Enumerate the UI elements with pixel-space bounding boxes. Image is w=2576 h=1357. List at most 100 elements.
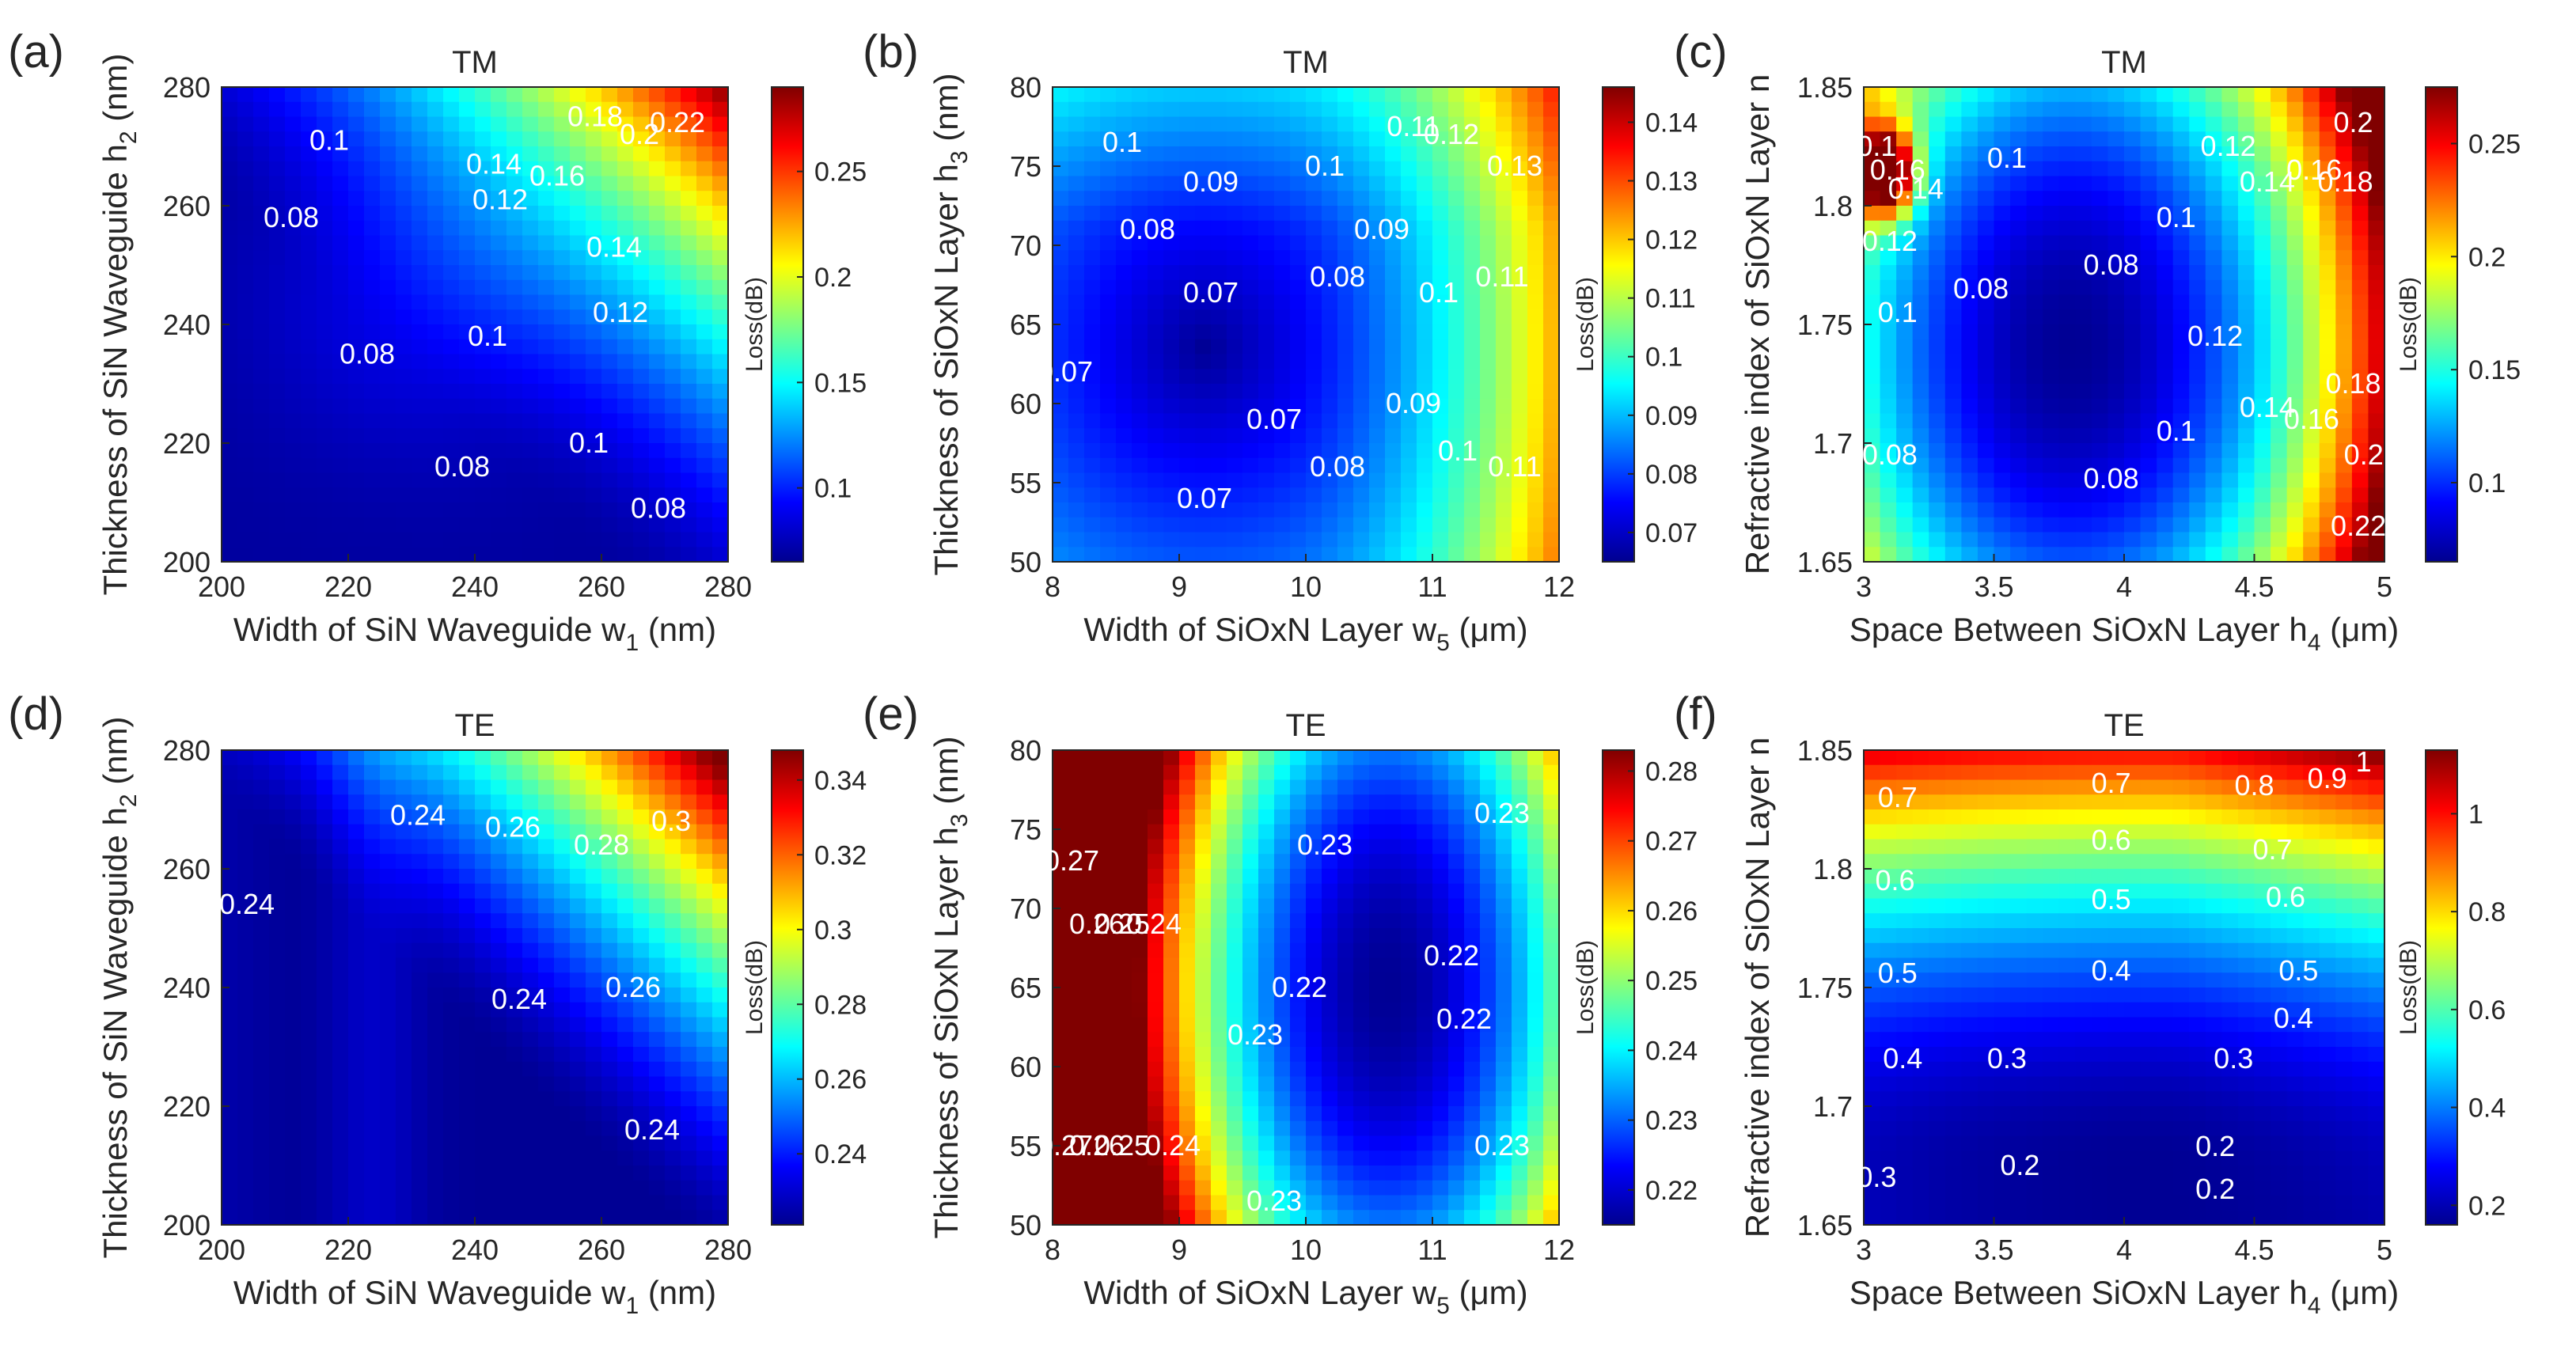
heatmap-cell — [332, 413, 349, 429]
heatmap-cell — [681, 235, 697, 251]
heatmap-cell — [2010, 472, 2028, 488]
heatmap-cell — [253, 413, 270, 429]
heatmap-cell — [712, 987, 729, 1003]
heatmap-cell — [1100, 1017, 1117, 1033]
heatmap-cell — [459, 384, 476, 400]
heatmap-cell — [2221, 250, 2239, 266]
heatmap-cell — [633, 1032, 650, 1048]
heatmap-cell — [1195, 220, 1212, 237]
heatmap-cell — [222, 764, 238, 781]
colorbar — [771, 749, 804, 1226]
heatmap-cell — [2221, 87, 2239, 103]
heatmap-cell — [1053, 279, 1069, 296]
heatmap-cell — [364, 809, 381, 825]
heatmap-cell — [285, 1076, 302, 1092]
heatmap-cell — [380, 161, 396, 177]
heatmap-cell — [1401, 131, 1417, 147]
heatmap-cell — [317, 1076, 333, 1092]
heatmap-cell — [617, 443, 634, 459]
heatmap-cell — [2205, 472, 2222, 488]
heatmap-cell — [665, 1091, 681, 1107]
heatmap-cell — [2075, 309, 2092, 325]
heatmap-cell — [1512, 794, 1528, 810]
heatmap-cell — [427, 794, 444, 810]
heatmap-cell — [2075, 413, 2092, 429]
heatmap-cell — [1417, 1032, 1433, 1048]
heatmap-cell — [1543, 472, 1560, 488]
heatmap-cell — [1369, 779, 1386, 795]
heatmap-cell — [1480, 116, 1497, 132]
heatmap-cell — [696, 131, 713, 147]
heatmap-cell — [665, 1195, 681, 1211]
heatmap-cell — [1385, 532, 1402, 548]
heatmap-cell — [253, 457, 270, 474]
heatmap-cell — [681, 206, 697, 222]
heatmap-cell — [2172, 398, 2190, 415]
heatmap-cell — [586, 883, 602, 900]
heatmap-cell — [1163, 750, 1180, 766]
heatmap-cell — [348, 928, 365, 944]
heatmap-cell — [1211, 987, 1227, 1003]
heatmap-cell — [364, 146, 381, 162]
colorbar — [1602, 86, 1635, 563]
heatmap-cell — [332, 1180, 349, 1196]
heatmap-cell — [1464, 428, 1481, 444]
heatmap-cell — [1401, 428, 1417, 444]
heatmap-cell — [681, 265, 697, 281]
heatmap-cell — [1274, 794, 1291, 810]
heatmap-cell — [1195, 532, 1212, 548]
heatmap-cell — [665, 913, 681, 929]
heatmap-cell — [2058, 191, 2076, 207]
heatmap-cell — [332, 428, 349, 444]
heatmap-cell — [2140, 235, 2157, 251]
heatmap-cell — [1417, 898, 1433, 914]
heatmap-cell — [317, 457, 333, 474]
heatmap-cell — [1068, 235, 1085, 251]
heatmap-cell — [1195, 384, 1212, 400]
heatmap-cell — [2351, 309, 2369, 325]
heatmap-cell — [681, 898, 697, 914]
heatmap-cell — [222, 1166, 238, 1181]
heatmap-cell — [1195, 913, 1212, 929]
heatmap-cell — [2107, 176, 2125, 191]
heatmap-cell — [586, 339, 602, 355]
heatmap-cell — [1337, 250, 1354, 266]
heatmap-cell — [332, 339, 349, 355]
heatmap-cell — [601, 1032, 618, 1048]
heatmap-cell — [1527, 250, 1544, 266]
heatmap-cell — [269, 354, 286, 370]
heatmap-cell — [396, 779, 412, 795]
heatmap-cell — [2091, 457, 2109, 474]
heatmap-cell — [1880, 532, 1897, 548]
heatmap-cell — [681, 942, 697, 959]
heatmap-cell — [1053, 472, 1069, 488]
heatmap-cell — [1448, 146, 1465, 162]
heatmap-cell — [459, 854, 476, 870]
heatmap-cell — [522, 898, 539, 914]
x-axis-label: Space Between SiOxN Layer h4 (μm) — [1849, 611, 2400, 656]
heatmap-cell — [443, 972, 460, 988]
heatmap-cell — [2254, 206, 2271, 222]
heatmap-cell — [364, 957, 381, 973]
heatmap-cell — [1211, 324, 1227, 340]
heatmap-cell — [1496, 764, 1512, 781]
heatmap-cell — [348, 294, 365, 310]
heatmap-cell — [1116, 116, 1132, 132]
heatmap-cell — [601, 1076, 618, 1092]
heatmap-cell — [1337, 898, 1354, 914]
heatmap-cell — [412, 206, 428, 222]
heatmap-cell — [2221, 457, 2239, 474]
heatmap-cell — [1401, 839, 1417, 855]
heatmap-cell — [2237, 161, 2255, 177]
heatmap-cell — [1116, 750, 1132, 766]
heatmap-cell — [1195, 987, 1212, 1003]
heatmap-cell — [1227, 443, 1243, 459]
heatmap-cell — [506, 235, 523, 251]
heatmap-cell — [459, 472, 476, 488]
heatmap-cell — [1100, 824, 1117, 840]
heatmap-cell — [1977, 457, 1995, 474]
heatmap-cell — [1401, 779, 1417, 795]
heatmap-cell — [348, 913, 365, 929]
heatmap-cell — [1864, 131, 1881, 147]
heatmap-cell — [1068, 839, 1085, 855]
